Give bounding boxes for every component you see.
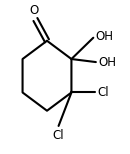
- Text: O: O: [30, 4, 39, 17]
- Text: OH: OH: [96, 30, 114, 43]
- Text: Cl: Cl: [97, 86, 109, 99]
- Text: OH: OH: [98, 56, 116, 69]
- Text: Cl: Cl: [53, 129, 64, 142]
